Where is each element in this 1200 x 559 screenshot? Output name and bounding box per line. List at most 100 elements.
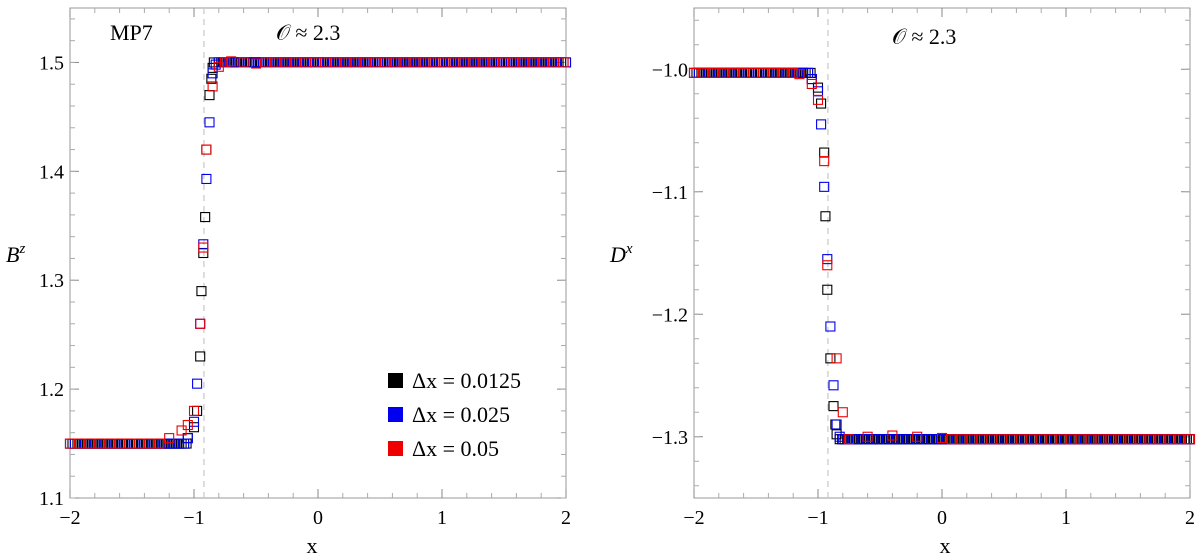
data-point-2: [280, 57, 291, 68]
data-point-2: [449, 57, 460, 68]
data-point-1: [204, 117, 215, 128]
data-point-2: [528, 57, 539, 68]
right-annotation-order: 𝒪 ≈ 2.3: [892, 24, 956, 49]
data-point-2: [198, 242, 209, 253]
xtick-label: 0: [937, 507, 947, 529]
data-point-1: [201, 173, 212, 185]
data-point-0: [201, 144, 212, 155]
data-point-2: [788, 67, 799, 78]
data-point-2: [976, 434, 987, 445]
data-point-2: [369, 57, 381, 68]
data-point-0: [820, 211, 831, 222]
data-point-2: [144, 438, 155, 449]
data-point-2: [1145, 434, 1156, 445]
data-point-2: [1085, 434, 1096, 445]
data-point-2: [812, 94, 824, 105]
data-point-2: [1026, 434, 1037, 445]
data-point-2: [768, 67, 779, 78]
ytick-label: 1.3: [39, 270, 64, 292]
data-point-2: [207, 81, 218, 92]
data-point-2: [831, 353, 842, 364]
xtick-label: 0: [313, 507, 323, 529]
data-point-0: [196, 286, 207, 297]
data-point-2: [201, 144, 212, 155]
data-point-2: [310, 57, 321, 68]
left-xlabel: x: [307, 533, 318, 558]
data-point-2: [164, 433, 175, 444]
data-point-2: [1095, 434, 1106, 445]
right-ylabel-base: D: [609, 242, 626, 267]
data-point-2: [1006, 434, 1017, 445]
data-point-2: [794, 69, 805, 80]
data-point-1: [825, 321, 836, 332]
data-point-1: [822, 254, 833, 265]
ytick-label: −1.3: [652, 427, 688, 449]
data-point-2: [439, 57, 450, 68]
data-point-2: [738, 67, 749, 78]
left-annotation-method: MP7: [110, 20, 153, 45]
data-point-2: [114, 438, 125, 449]
legend-swatch-0: [388, 373, 403, 388]
data-point-2: [219, 57, 231, 68]
data-point-2: [182, 419, 193, 431]
data-point-1: [828, 380, 839, 391]
data-point-2: [409, 57, 420, 68]
left-ylabel: Bz: [6, 241, 25, 267]
data-point-0: [188, 422, 200, 433]
data-point-2: [1075, 434, 1086, 445]
data-point-1: [816, 119, 827, 130]
data-point-1: [831, 419, 842, 430]
data-point-2: [912, 431, 923, 442]
data-point-1: [192, 378, 203, 389]
ytick-label: −1.2: [652, 304, 688, 326]
right-points: [688, 67, 1196, 445]
data-point-2: [1184, 434, 1196, 445]
data-point-2: [843, 434, 855, 445]
data-point-2: [188, 405, 200, 416]
data-point-2: [250, 58, 262, 69]
xtick-label: 1: [1061, 507, 1071, 529]
data-point-2: [698, 67, 709, 78]
xtick-label: 2: [561, 507, 571, 529]
data-point-1: [179, 438, 190, 449]
ytick-label: −1.1: [652, 182, 688, 204]
data-point-2: [887, 430, 898, 441]
data-point-2: [340, 57, 351, 68]
data-point-0: [192, 405, 203, 416]
data-point-2: [1016, 434, 1027, 445]
data-point-2: [518, 57, 529, 68]
data-point-2: [124, 438, 135, 449]
data-point-0: [828, 401, 839, 412]
data-point-2: [748, 67, 759, 78]
data-point-2: [479, 57, 490, 68]
data-point-2: [469, 57, 480, 68]
data-point-2: [1115, 434, 1126, 445]
legend-swatch-2: [388, 441, 403, 456]
data-point-2: [226, 56, 237, 67]
data-point-2: [260, 57, 271, 68]
data-point-2: [1036, 434, 1047, 445]
data-point-2: [1135, 434, 1146, 445]
legend: Δx = 0.0125 Δx = 0.025 Δx = 0.05: [388, 368, 521, 461]
data-point-2: [379, 57, 391, 68]
data-point-2: [966, 434, 977, 445]
right-ylabel: Dx: [609, 241, 633, 267]
left-panel: −2 −1 0 1 21.11.21.31.41.5 MP7 𝒪 ≈ 2.3 Bz x …: [6, 7, 572, 558]
data-point-2: [459, 57, 470, 68]
ytick-label: 1.2: [39, 379, 64, 401]
right-plot-frame: [693, 7, 1191, 499]
data-point-0: [816, 98, 827, 109]
data-point-0: [198, 247, 209, 259]
data-point-2: [778, 67, 789, 78]
ytick-label: 1.4: [39, 161, 64, 183]
right-panel: −2 −1 0 1 2 −1.0 −1.1 −1.2 −1.3 𝒪 ≈ 2.3 Dx x: [609, 7, 1196, 558]
data-point-2: [74, 438, 85, 449]
data-point-2: [238, 57, 249, 68]
data-point-2: [290, 57, 301, 68]
data-point-0: [200, 212, 211, 223]
data-point-2: [1055, 434, 1067, 445]
data-point-2: [195, 318, 206, 329]
ytick-label: −1.0: [652, 59, 688, 81]
data-point-2: [84, 438, 95, 449]
legend-label-1: Δx = 0.025: [412, 402, 510, 427]
